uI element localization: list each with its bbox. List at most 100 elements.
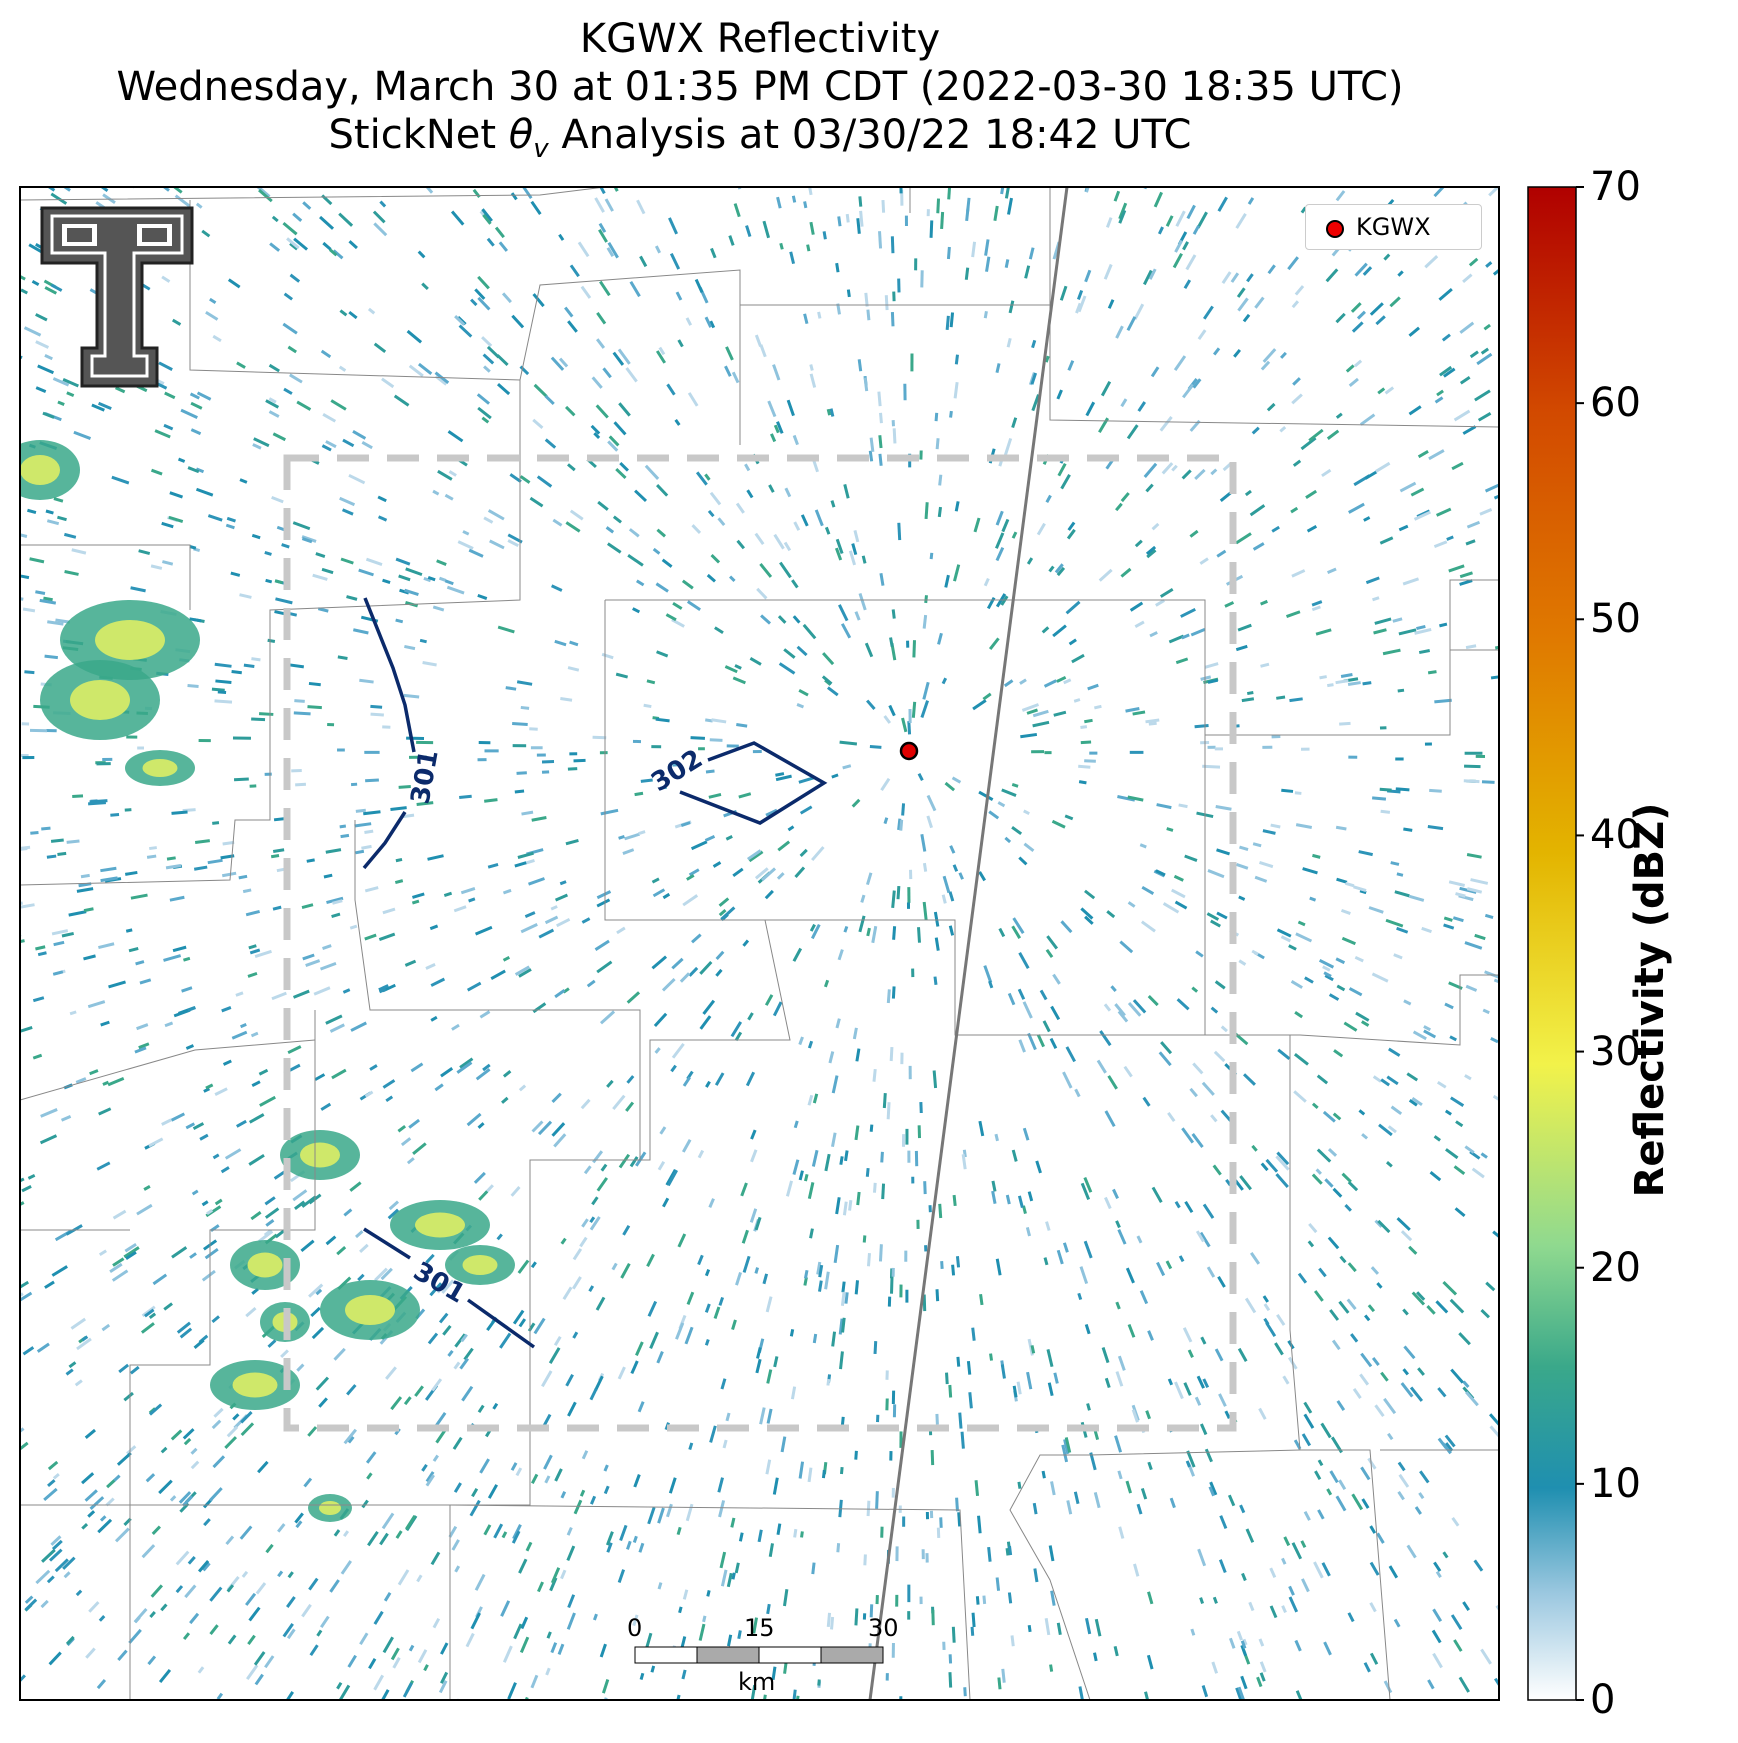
echo-speck: [597, 500, 609, 511]
echo-speck: [1093, 704, 1102, 710]
echo-speck: [425, 1471, 435, 1483]
echo-speck: [1199, 1231, 1211, 1248]
echo-speck: [554, 1468, 563, 1482]
echo-speck: [617, 348, 631, 365]
radar-site-marker[interactable]: [899, 741, 919, 761]
echo-speck: [1084, 718, 1093, 724]
echo-speck: [1078, 764, 1091, 769]
map-panel[interactable]: [20, 187, 1499, 1700]
echo-speck: [518, 968, 532, 978]
echo-speck: [1213, 347, 1221, 356]
echo-speck: [891, 890, 896, 908]
echo-speck: [22, 607, 36, 613]
echo-speck: [512, 744, 527, 748]
echo-speck: [983, 577, 990, 587]
echo-speck: [1380, 1371, 1389, 1382]
echo-speck: [581, 1218, 589, 1228]
echo-speck: [1117, 1010, 1129, 1023]
echo-speck: [156, 382, 168, 390]
echo-speck: [158, 1479, 173, 1495]
echo-speck: [113, 1474, 121, 1482]
echo-speck: [1435, 1570, 1442, 1579]
echo-speck: [973, 517, 981, 533]
echo-speck: [209, 297, 217, 305]
echo-speck: [665, 613, 677, 622]
echo-speck: [382, 725, 391, 729]
echo-speck: [911, 701, 917, 718]
echo-speck: [1216, 549, 1227, 558]
echo-speck: [891, 1267, 895, 1277]
echo-speck: [369, 1064, 378, 1071]
echo-speck: [175, 1585, 184, 1594]
echo-speck: [861, 555, 867, 564]
echo-speck: [598, 222, 607, 233]
echo-speck: [1403, 999, 1412, 1006]
echo-speck: [211, 1315, 220, 1324]
echo-speck: [1182, 1327, 1193, 1343]
echo-speck: [1322, 965, 1331, 972]
echo-speck: [997, 801, 1006, 808]
echo-speck: [765, 1296, 773, 1313]
echo-speck: [982, 1595, 987, 1605]
echo-speck: [212, 821, 220, 825]
echo-speck: [831, 1331, 837, 1347]
echo-speck: [222, 1059, 232, 1066]
echo-speck: [1372, 596, 1380, 602]
echo-speck: [359, 1243, 369, 1253]
echo-speck: [698, 747, 705, 751]
echo-speck: [1468, 257, 1479, 267]
echo-speck: [745, 1071, 756, 1087]
echo-speck: [289, 373, 303, 384]
echo-speck: [655, 717, 670, 723]
echo-speck: [668, 217, 679, 235]
echo-speck: [776, 1523, 782, 1536]
echo-speck: [608, 435, 620, 447]
echo-speck: [370, 712, 384, 717]
echo-speck: [348, 473, 366, 485]
echo-speck: [1434, 698, 1452, 704]
echo-speck: [651, 745, 662, 749]
echo-speck: [1280, 351, 1287, 359]
echo-speck: [24, 1598, 38, 1611]
echo-speck: [1411, 1291, 1426, 1306]
echo-speck: [172, 945, 187, 953]
echo-speck: [1085, 401, 1096, 417]
echo-speck: [1322, 1110, 1336, 1123]
echo-speck: [1267, 264, 1276, 275]
echo-speck: [775, 772, 785, 777]
echo-speck: [646, 679, 656, 685]
echo-speck: [735, 502, 745, 514]
echo-speck: [1432, 1608, 1443, 1622]
echo-speck: [327, 722, 335, 727]
echo-speck: [807, 1094, 814, 1106]
echo-speck: [599, 1643, 607, 1658]
echo-speck: [379, 1532, 389, 1546]
echo-speck: [1201, 1685, 1209, 1698]
echo-speck: [914, 258, 918, 271]
echo-speck: [829, 408, 835, 417]
echo-speck: [938, 1203, 943, 1219]
echo-speck: [794, 866, 806, 879]
echo-speck: [1194, 1396, 1202, 1406]
echo-speck: [800, 514, 809, 527]
echo-speck: [220, 854, 235, 860]
echo-speck: [688, 1442, 694, 1451]
echo-speck: [397, 1569, 410, 1586]
echo-speck: [1018, 1039, 1026, 1053]
echo-speck: [57, 515, 67, 522]
echo-speck: [1329, 1309, 1340, 1321]
echo-speck: [274, 579, 283, 585]
echo-speck: [390, 1396, 403, 1411]
echo-speck: [601, 1679, 610, 1694]
echo-speck: [441, 1279, 455, 1294]
echo-speck: [205, 1205, 222, 1218]
echo-speck: [425, 1253, 435, 1264]
echo-speck: [340, 833, 350, 839]
echo-speck: [1012, 917, 1025, 934]
echo-speck: [53, 497, 64, 503]
echo-speck: [1291, 1542, 1303, 1560]
echo-speck: [810, 923, 821, 940]
echo-speck: [125, 928, 133, 933]
echo-speck: [1439, 622, 1448, 628]
echo-speck: [221, 871, 237, 878]
